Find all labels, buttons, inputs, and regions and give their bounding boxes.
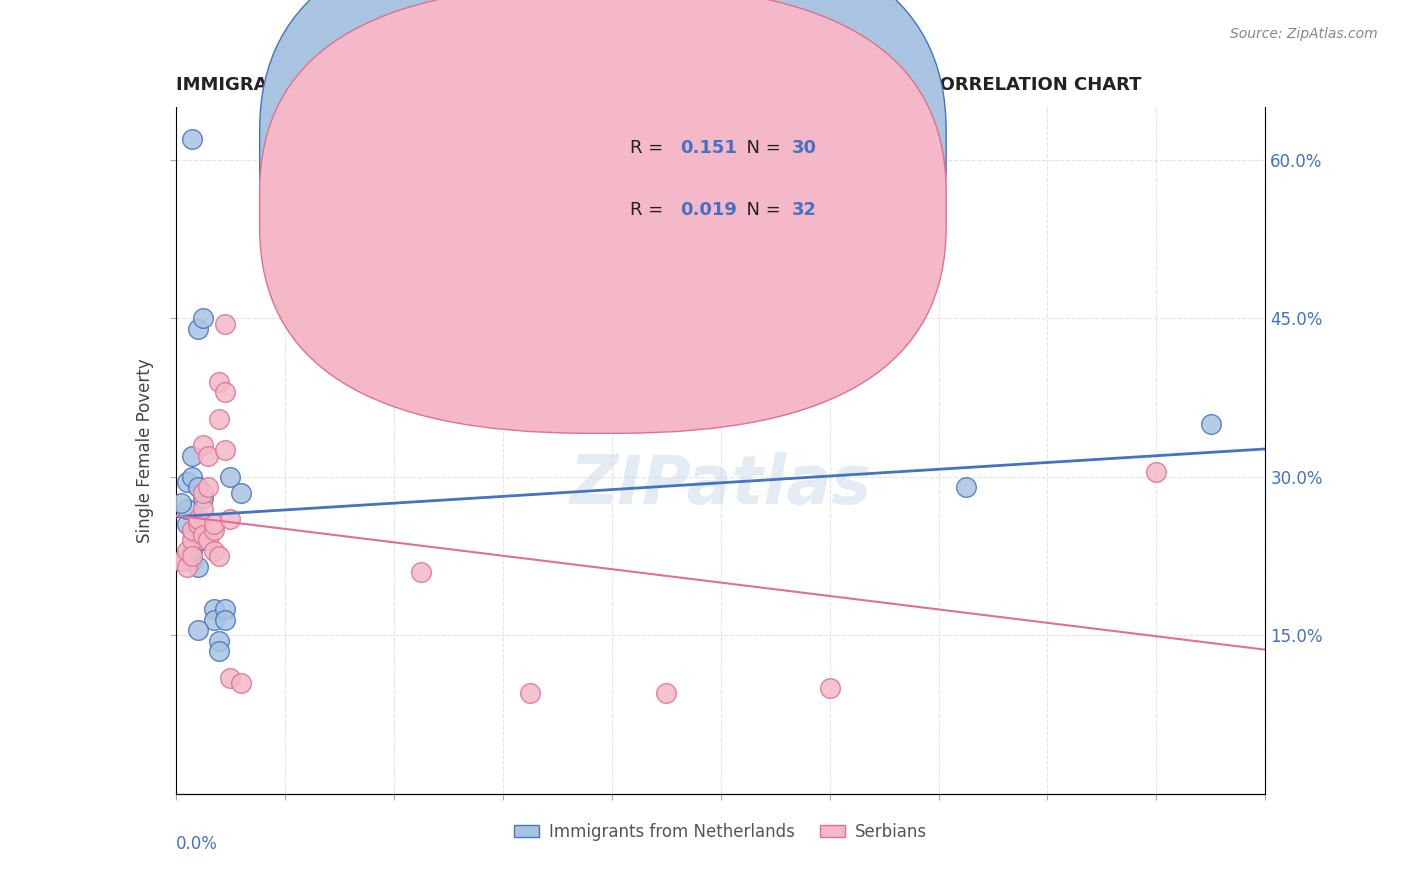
Point bbox=[181, 132, 204, 146]
Text: N =: N = bbox=[735, 201, 786, 219]
Point bbox=[219, 470, 242, 484]
Point bbox=[176, 475, 198, 490]
Point bbox=[176, 544, 198, 558]
Point bbox=[170, 496, 193, 510]
Point bbox=[202, 544, 225, 558]
Text: 0.0%: 0.0% bbox=[176, 835, 218, 853]
Point bbox=[170, 554, 193, 568]
Point bbox=[181, 523, 204, 537]
Point bbox=[519, 686, 541, 700]
Point bbox=[186, 623, 209, 637]
Point bbox=[202, 523, 225, 537]
Text: 30: 30 bbox=[792, 139, 817, 157]
Point bbox=[186, 322, 209, 336]
Point bbox=[186, 559, 209, 574]
Point bbox=[181, 533, 204, 548]
Point bbox=[181, 544, 204, 558]
Y-axis label: Single Female Poverty: Single Female Poverty bbox=[136, 359, 155, 542]
Point bbox=[1199, 417, 1222, 431]
Point bbox=[197, 533, 219, 548]
Point bbox=[191, 438, 214, 452]
Point bbox=[208, 549, 231, 563]
Point bbox=[208, 411, 231, 425]
Point bbox=[186, 512, 209, 526]
Point bbox=[214, 317, 236, 331]
Point bbox=[176, 501, 198, 516]
Point bbox=[181, 449, 204, 463]
Point bbox=[191, 533, 214, 548]
Point bbox=[181, 523, 204, 537]
Point bbox=[409, 565, 432, 579]
Point bbox=[176, 517, 198, 532]
Point bbox=[191, 501, 214, 516]
Point bbox=[197, 480, 219, 494]
Point bbox=[1144, 465, 1167, 479]
Point bbox=[231, 485, 253, 500]
Text: R =: R = bbox=[630, 201, 675, 219]
Point bbox=[214, 443, 236, 458]
Text: R =: R = bbox=[630, 139, 675, 157]
Legend: Immigrants from Netherlands, Serbians: Immigrants from Netherlands, Serbians bbox=[508, 816, 934, 847]
Point bbox=[176, 559, 198, 574]
FancyBboxPatch shape bbox=[562, 114, 879, 252]
Point bbox=[191, 485, 214, 500]
Point bbox=[219, 512, 242, 526]
Point bbox=[655, 686, 678, 700]
Text: 32: 32 bbox=[792, 201, 817, 219]
FancyBboxPatch shape bbox=[260, 0, 946, 434]
Text: 0.151: 0.151 bbox=[681, 139, 737, 157]
Point bbox=[191, 528, 214, 542]
FancyBboxPatch shape bbox=[260, 0, 946, 371]
Point bbox=[186, 512, 209, 526]
Text: N =: N = bbox=[735, 139, 786, 157]
Point bbox=[955, 480, 977, 494]
Point bbox=[202, 517, 225, 532]
Point bbox=[231, 676, 253, 690]
Point bbox=[202, 613, 225, 627]
Point bbox=[191, 491, 214, 505]
Text: ZIPatlas: ZIPatlas bbox=[569, 452, 872, 517]
Point bbox=[208, 644, 231, 658]
Point bbox=[197, 449, 219, 463]
Point bbox=[202, 602, 225, 616]
Point bbox=[214, 385, 236, 400]
Text: IMMIGRANTS FROM NETHERLANDS VS SERBIAN SINGLE FEMALE POVERTY CORRELATION CHART: IMMIGRANTS FROM NETHERLANDS VS SERBIAN S… bbox=[176, 77, 1142, 95]
Point bbox=[219, 671, 242, 685]
Point bbox=[181, 470, 204, 484]
Point bbox=[214, 613, 236, 627]
Point bbox=[208, 375, 231, 389]
Point bbox=[208, 633, 231, 648]
Point bbox=[181, 554, 204, 568]
Point bbox=[170, 554, 193, 568]
Text: 0.019: 0.019 bbox=[681, 201, 737, 219]
Point bbox=[818, 681, 841, 696]
Point bbox=[214, 602, 236, 616]
Point bbox=[191, 523, 214, 537]
Point bbox=[186, 517, 209, 532]
Point bbox=[186, 480, 209, 494]
Point bbox=[191, 311, 214, 326]
Text: Source: ZipAtlas.com: Source: ZipAtlas.com bbox=[1230, 27, 1378, 41]
Point bbox=[181, 549, 204, 563]
